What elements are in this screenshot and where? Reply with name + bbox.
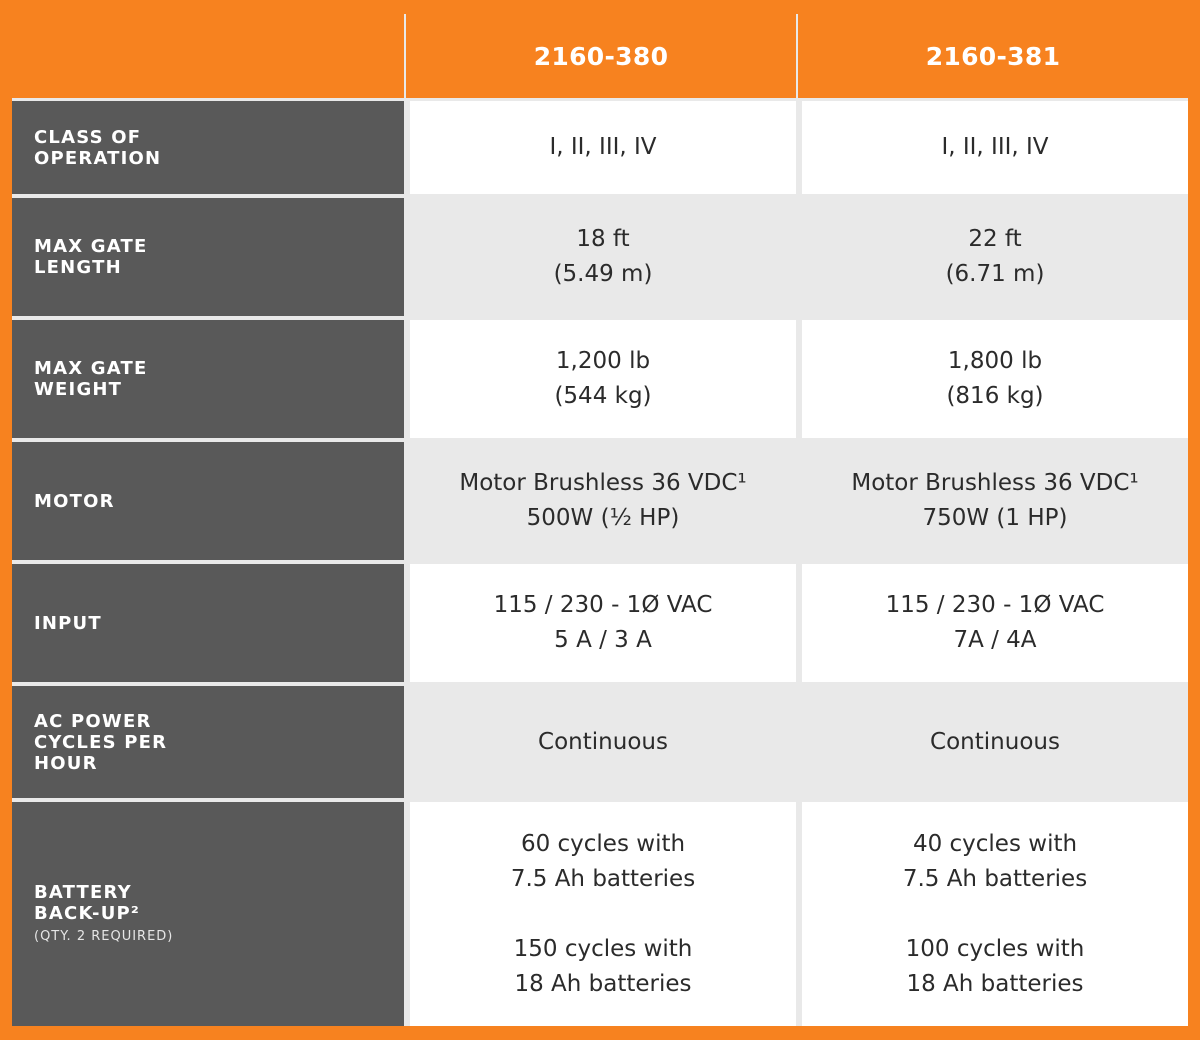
row-label-subtext: (QTY. 2 REQUIRED) — [34, 928, 174, 944]
value-2160-380-length: 18 ft (5.49 m) — [410, 198, 796, 316]
row-label-class-of-operation: CLASS OF OPERATION — [12, 101, 404, 194]
value-2160-380-class: I, II, III, IV — [410, 101, 796, 194]
row-label-text: MOTOR — [34, 490, 115, 512]
row-label-text: INPUT — [34, 612, 102, 634]
value-line: 7A / 4A — [953, 627, 1037, 653]
value-2160-381-ac-cycles: Continuous — [802, 686, 1188, 798]
value-line: 7.5 Ah batteries — [902, 865, 1088, 892]
row-label-ac-power-cycles: AC POWER CYCLES PER HOUR — [12, 686, 404, 798]
value-line: I, II, III, IV — [941, 134, 1049, 160]
value-line: 18 Ah batteries — [906, 970, 1084, 997]
value-2160-381-length: 22 ft (6.71 m) — [802, 198, 1188, 316]
row-label-text: CLASS OF OPERATION — [34, 126, 162, 169]
value-line: Continuous — [538, 728, 668, 755]
value-line: 115 / 230 - 1Ø VAC — [885, 592, 1105, 618]
row-label-text: MAX GATE WEIGHT — [34, 358, 148, 400]
value-line: Motor Brushless 36 VDC¹ — [459, 470, 747, 496]
value-2160-381-battery: 40 cycles with 7.5 Ah batteries 100 cycl… — [802, 802, 1188, 1026]
value-2160-381-class: I, II, III, IV — [802, 101, 1188, 194]
value-line: 100 cycles with — [905, 935, 1085, 962]
value-line: 7.5 Ah batteries — [510, 865, 696, 892]
value-line: 115 / 230 - 1Ø VAC — [493, 592, 713, 618]
value-2160-381-input: 115 / 230 - 1Ø VAC 7A / 4A — [802, 564, 1188, 682]
value-2160-380-ac-cycles: Continuous — [410, 686, 796, 798]
value-line: (6.71 m) — [945, 261, 1045, 287]
value-2160-380-motor: Motor Brushless 36 VDC¹ 500W (½ HP) — [410, 442, 796, 560]
value-line: 1,800 lb — [947, 348, 1043, 374]
value-line: 40 cycles with — [912, 830, 1078, 857]
row-label-motor: MOTOR — [12, 442, 404, 560]
value-line: 60 cycles with — [520, 830, 686, 857]
header-empty-cell — [12, 14, 404, 98]
row-label-max-gate-length: MAX GATE LENGTH — [12, 198, 404, 316]
spec-table: 2160-380 2160-381 CLASS OF OPERATION I, … — [12, 14, 1188, 1026]
value-2160-380-input: 115 / 230 - 1Ø VAC 5 A / 3 A — [410, 564, 796, 682]
row-label-input: INPUT — [12, 564, 404, 682]
value-line: 22 ft — [968, 226, 1022, 252]
value-line: 750W (1 HP) — [922, 505, 1068, 531]
value-line: 5 A / 3 A — [554, 627, 652, 653]
value-2160-381-weight: 1,800 lb (816 kg) — [802, 320, 1188, 438]
row-label-block: BATTERY BACK-UP² (QTY. 2 REQUIRED) — [34, 882, 173, 947]
value-line: (544 kg) — [554, 383, 652, 409]
value-2160-380-battery: 60 cycles with 7.5 Ah batteries 150 cycl… — [410, 802, 796, 1026]
header-model-2160-381: 2160-381 — [798, 14, 1188, 98]
row-label-max-gate-weight: MAX GATE WEIGHT — [12, 320, 404, 438]
value-line: Continuous — [930, 728, 1060, 755]
row-label-text: AC POWER CYCLES PER HOUR — [34, 710, 168, 774]
row-label-battery-backup: BATTERY BACK-UP² (QTY. 2 REQUIRED) — [12, 802, 404, 1026]
value-2160-381-motor: Motor Brushless 36 VDC¹ 750W (1 HP) — [802, 442, 1188, 560]
row-label-text: BATTERY BACK-UP² — [34, 881, 141, 924]
header-model-2160-380: 2160-380 — [406, 14, 796, 98]
value-line: (5.49 m) — [553, 261, 653, 287]
value-line: I, II, III, IV — [549, 134, 657, 160]
value-line: 150 cycles with — [513, 935, 693, 962]
value-line: 18 ft — [576, 226, 630, 252]
value-2160-380-weight: 1,200 lb (544 kg) — [410, 320, 796, 438]
value-line: 500W (½ HP) — [526, 505, 680, 531]
value-line: 18 Ah batteries — [514, 970, 692, 997]
value-line: (816 kg) — [946, 383, 1044, 409]
row-label-text: MAX GATE LENGTH — [34, 236, 148, 278]
value-line: Motor Brushless 36 VDC¹ — [851, 470, 1139, 496]
value-line: 1,200 lb — [555, 348, 651, 374]
